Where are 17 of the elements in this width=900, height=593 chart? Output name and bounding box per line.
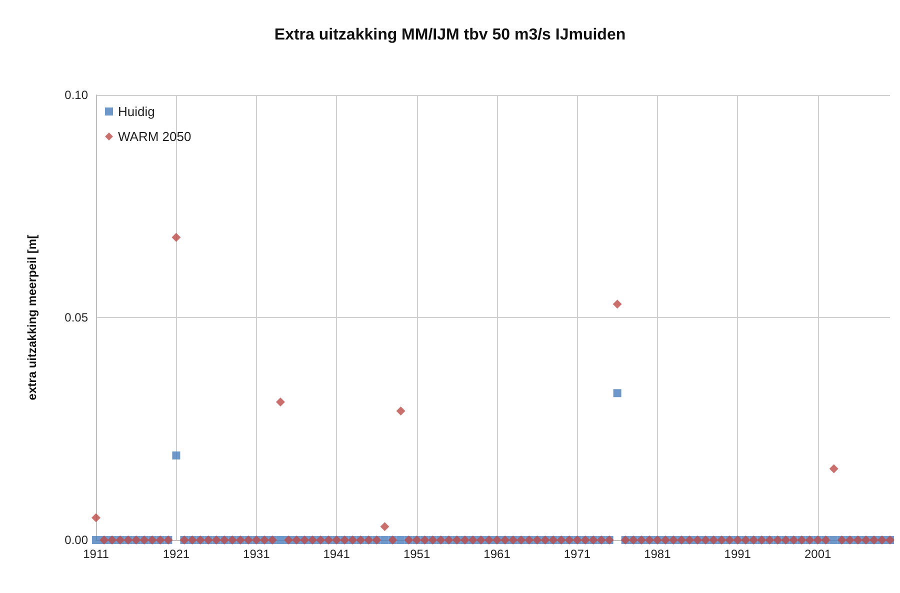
y-axis-title: extra uitzakking meerpeil [m[	[25, 234, 39, 400]
y-tick-label: 0.05	[64, 310, 88, 324]
chart-title: Extra uitzakking MM/IJM tbv 50 m3/s IJmuiden	[274, 26, 626, 44]
y-tick-label: 0.10	[64, 88, 88, 102]
x-tick-label: 1951	[403, 547, 430, 561]
x-tick-label: 1941	[323, 547, 350, 561]
x-tick-label: 1911	[83, 547, 110, 561]
x-tick-label: 1991	[724, 547, 752, 561]
x-tick-label: 1921	[162, 547, 190, 561]
legend-label: WARM 2050	[118, 129, 192, 144]
x-tick-label: 1981	[644, 547, 672, 561]
legend-label: Huidig	[118, 104, 155, 119]
x-tick-label: 2001	[804, 547, 832, 561]
x-tick-label: 1931	[243, 547, 270, 561]
x-tick-label: 1961	[484, 547, 511, 561]
y-tick-label: 0.00	[64, 533, 88, 547]
x-tick-label: 1971	[564, 547, 591, 561]
